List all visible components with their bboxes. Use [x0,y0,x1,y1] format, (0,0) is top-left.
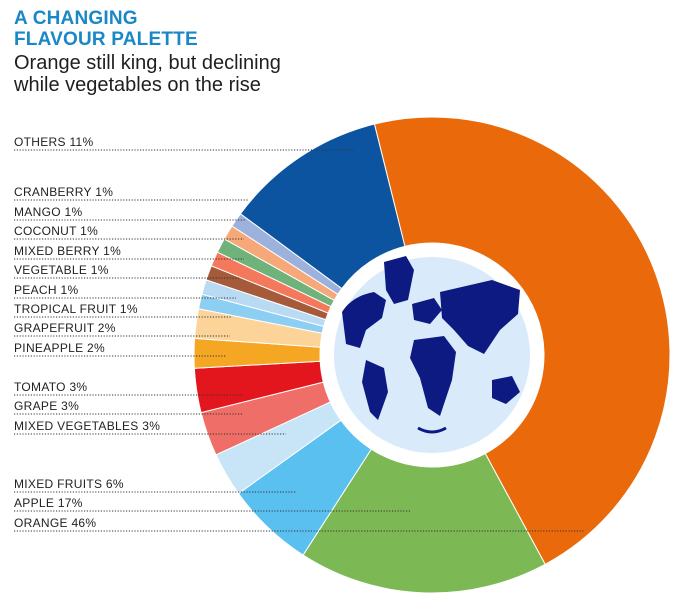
label-tropical-fruit: TROPICAL FRUIT 1% [14,302,138,316]
label-pineapple: PINEAPPLE 2% [14,341,105,355]
globe-illustration [334,256,530,453]
north-america-land [342,292,386,348]
chart-title-line-1: A CHANGING [14,8,138,29]
asia-land [440,280,520,354]
label-peach: PEACH 1% [14,283,78,297]
greenland-land [384,256,414,304]
label-mixed-berry: MIXED BERRY 1% [14,244,121,258]
label-coconut: COCONUT 1% [14,224,98,238]
leader-lines [14,149,585,532]
chart-subtitle-line-1: Orange still king, but declining [14,52,281,74]
slice-orange [373,116,671,566]
label-tomato: TOMATO 3% [14,380,87,394]
slice-others [239,123,406,290]
europe-land [412,298,442,324]
donut-slices [193,116,671,594]
south-america-land [362,360,388,420]
label-mango: MANGO 1% [14,205,82,219]
label-orange: ORANGE 46% [14,516,96,530]
label-others: OTHERS 11% [14,135,93,149]
label-vegetable: VEGETABLE 1% [14,263,109,277]
australia-land [492,376,520,404]
africa-land [410,336,456,416]
label-apple: APPLE 17% [14,496,83,510]
label-cranberry: CRANBERRY 1% [14,185,113,199]
chart-title-line-2: FLAVOUR PALETTE [14,29,198,50]
chart-subtitle-line-2: while vegetables on the rise [14,74,261,96]
rowers-boat [417,426,447,434]
label-grapefruit: GRAPEFRUIT 2% [14,321,116,335]
chart-heading: A CHANGING FLAVOUR PALETTE Orange still … [14,8,281,96]
label-mixed-fruits: MIXED FRUITS 6% [14,477,124,491]
slice-apple [302,448,546,594]
slice-labels: ORANGE 46% APPLE 17% MIXED FRUITS 6% MIXED … [14,135,160,530]
label-grape: GRAPE 3% [14,399,79,413]
label-mixed-vegetables: MIXED VEGETABLES 3% [14,419,160,433]
